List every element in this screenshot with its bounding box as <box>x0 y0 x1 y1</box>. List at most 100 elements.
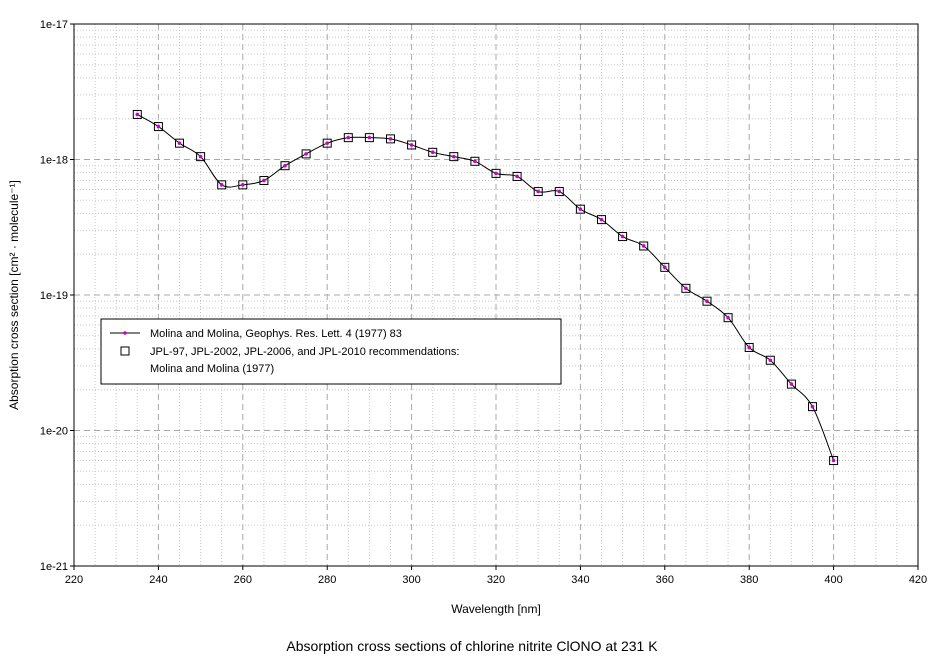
data-point-molina <box>219 183 224 187</box>
data-point-jpl <box>470 156 480 166</box>
x-tick-label: 340 <box>571 574 589 586</box>
data-point-jpl <box>723 313 733 323</box>
data-point-molina <box>409 143 414 147</box>
y-axis-title: Absorption cross section [cm² · molecule… <box>7 180 21 410</box>
x-tick-label: 420 <box>909 574 927 586</box>
data-point-jpl <box>407 140 417 150</box>
data-point-molina <box>747 345 751 350</box>
y-tick-label: 1e-20 <box>40 426 68 438</box>
figure-caption: Absorption cross sections of chlorine ni… <box>286 638 658 654</box>
x-tick-label: 320 <box>487 574 505 586</box>
data-point-molina <box>515 174 519 179</box>
data-point-jpl <box>364 133 374 143</box>
data-point-jpl <box>132 109 142 119</box>
data-point-molina <box>346 135 351 140</box>
data-point-molina <box>578 207 583 211</box>
y-tick-label: 1e-21 <box>40 561 68 573</box>
series-line-group <box>135 112 836 463</box>
data-point-jpl <box>786 379 796 389</box>
data-point-jpl <box>449 152 459 162</box>
data-point-jpl <box>175 138 184 148</box>
data-point-molina <box>494 171 498 176</box>
x-tick-label: 300 <box>402 574 420 586</box>
data-point-molina <box>705 299 709 304</box>
data-point-jpl <box>322 138 332 148</box>
legend-square-swatch <box>120 346 130 356</box>
data-point-jpl <box>238 180 248 190</box>
x-tick-label: 220 <box>65 574 83 586</box>
data-point-jpl <box>533 187 543 197</box>
data-point-jpl <box>702 296 712 306</box>
x-axis-title: Wavelength [nm] <box>451 602 541 616</box>
data-point-molina <box>388 137 393 141</box>
data-point-jpl <box>386 134 395 144</box>
data-point-jpl <box>343 133 353 143</box>
data-point-jpl <box>829 456 839 466</box>
data-point-molina <box>557 189 562 194</box>
y-axis: 1e-21 1e-20 1e-19 1e-18 1e-17 <box>40 19 74 573</box>
data-point-jpl <box>597 215 606 225</box>
data-point-molina <box>726 315 730 320</box>
data-point-molina <box>620 234 625 239</box>
legend-label-jpl-line1: JPL-97, JPL-2002, JPL-2006, and JPL-2010… <box>150 346 459 358</box>
data-point-molina <box>177 141 182 145</box>
chart-svg: 220 240 260 280 300 320 340 360 380 400 420 1e-211… <box>7 19 927 616</box>
data-point-jpl <box>808 402 817 412</box>
x-tick-label: 360 <box>656 574 674 586</box>
data-point-molina <box>241 183 245 187</box>
legend-label-molina: Molina and Molina, Geophys. Res. Lett. 4… <box>150 328 402 340</box>
data-point-molina <box>304 152 308 156</box>
y-tick-label: 1e-19 <box>40 290 68 302</box>
legend-label-jpl-line2: Molina and Molina (1977) <box>150 363 274 375</box>
data-point-jpl <box>639 241 649 251</box>
x-tick-label: 380 <box>740 574 758 586</box>
data-point-molina <box>810 404 815 409</box>
x-tick-label: 280 <box>318 574 336 586</box>
grid <box>74 24 918 566</box>
data-point-molina <box>641 244 646 248</box>
data-point-molina <box>473 159 477 164</box>
legend-box <box>100 318 562 385</box>
data-point-molina <box>156 124 161 129</box>
data-point-jpl <box>196 152 206 162</box>
data-point-jpl <box>153 122 163 132</box>
x-tick-label: 400 <box>824 574 842 586</box>
data-point-molina <box>831 458 836 463</box>
data-point-molina <box>325 141 330 145</box>
data-point-jpl <box>491 168 501 178</box>
data-point-jpl <box>301 149 311 159</box>
data-point-molina <box>198 154 203 159</box>
data-point-jpl <box>765 355 775 365</box>
data-point-molina <box>430 150 435 155</box>
data-point-molina <box>262 178 266 183</box>
data-point-molina <box>283 163 287 168</box>
y-tick-label: 1e-17 <box>40 19 68 31</box>
y-tick-label: 1e-18 <box>40 155 68 167</box>
x-axis: 220 240 260 280 300 320 340 360 380 400 420 <box>65 566 927 586</box>
data-point-jpl <box>554 187 564 197</box>
x-tick-label: 260 <box>234 574 252 586</box>
data-point-molina <box>536 189 540 194</box>
data-point-jpl <box>618 232 628 242</box>
legend: Molina and Molina, Geophys. Res. Lett. 4… <box>100 318 562 385</box>
data-point-jpl <box>744 342 754 352</box>
data-point-molina <box>367 135 372 140</box>
data-point-jpl <box>512 171 522 181</box>
series-squares-group <box>132 109 839 466</box>
data-point-jpl <box>681 283 691 293</box>
data-point-molina <box>768 358 773 363</box>
data-point-jpl <box>217 180 227 190</box>
legend-dot-swatch <box>123 331 127 335</box>
data-point-molina <box>135 112 140 117</box>
data-point-molina <box>789 382 794 386</box>
data-point-jpl <box>280 161 290 171</box>
data-point-jpl <box>575 204 585 214</box>
data-point-jpl <box>428 147 438 157</box>
data-point-molina <box>599 217 604 222</box>
series-line-molina <box>137 114 835 461</box>
data-point-molina <box>663 265 667 270</box>
data-point-molina <box>684 286 688 291</box>
x-tick-label: 240 <box>149 574 167 586</box>
data-point-jpl <box>259 175 269 185</box>
data-point-molina <box>452 154 456 159</box>
